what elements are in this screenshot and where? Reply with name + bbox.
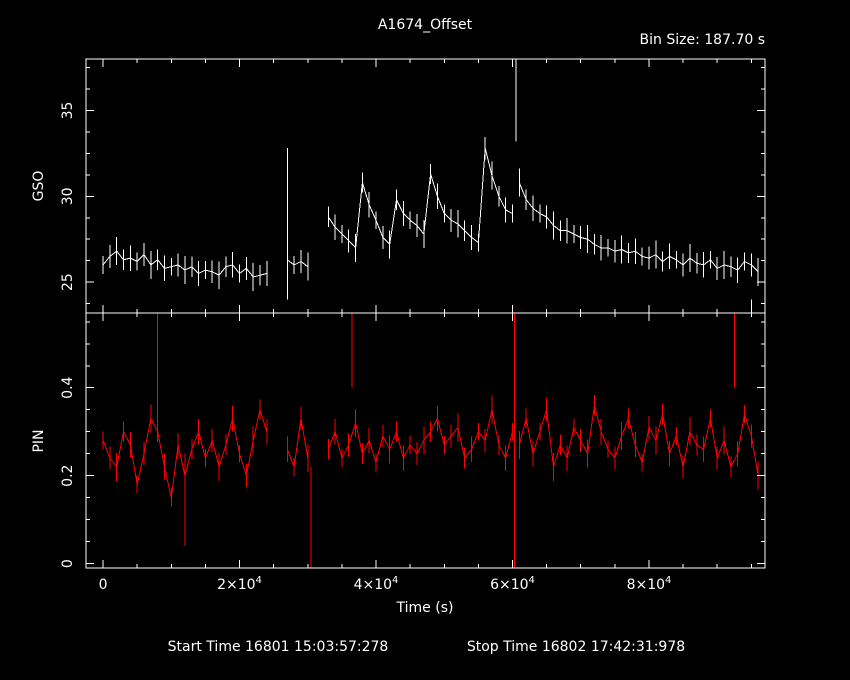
x-axis-label: Time (s): [396, 600, 454, 616]
pin-x-tick-label: 4×104: [354, 575, 399, 593]
pin-segment: [286, 418, 309, 469]
gso-series: [102, 59, 759, 313]
pin-x-tick-label: 2×104: [217, 575, 262, 593]
gso-y-axis-label: GSO: [31, 171, 47, 202]
pin-panel: 0 0.2 0.4 0 2×104 4×104 6×104 8×104 PIN: [31, 312, 766, 593]
stop-time-label: Stop Time 16802 17:42:31:978: [467, 639, 685, 655]
gso-segment: [327, 148, 513, 249]
gso-panel: 25 30 35 GSO: [31, 58, 766, 314]
pin-y-tick-label: 0: [60, 559, 76, 568]
pin-x-tick-label: 6×104: [490, 575, 535, 593]
gso-frame: [85, 58, 766, 314]
start-time-label: Start Time 16801 15:03:57:278: [168, 639, 389, 655]
pin-frame: [85, 312, 766, 569]
pin-series: [102, 313, 759, 568]
chart-title: A1674_Offset: [378, 17, 473, 33]
gso-segment: [518, 182, 759, 273]
gso-axes: 25 30 35: [60, 59, 765, 313]
pin-y-axis-label: PIN: [31, 429, 47, 452]
pin-segment: [327, 409, 513, 465]
pin-x-tick-label: 0: [99, 577, 108, 593]
gso-y-tick-label: 30: [60, 187, 76, 205]
gso-y-tick-label: 35: [60, 102, 76, 120]
pin-segment: [518, 405, 759, 476]
pin-axes: 0 0.2 0.4 0 2×104 4×104 6×104 8×104: [60, 313, 765, 593]
pin-y-tick-label: 0.4: [60, 376, 76, 398]
bin-size-label: Bin Size: 187.70 s: [640, 32, 765, 48]
gso-segment: [286, 259, 309, 268]
gso-y-tick-label: 25: [60, 273, 76, 291]
pin-x-tick-label: 8×104: [627, 575, 672, 593]
pin-y-tick-label: 0.2: [60, 465, 76, 487]
